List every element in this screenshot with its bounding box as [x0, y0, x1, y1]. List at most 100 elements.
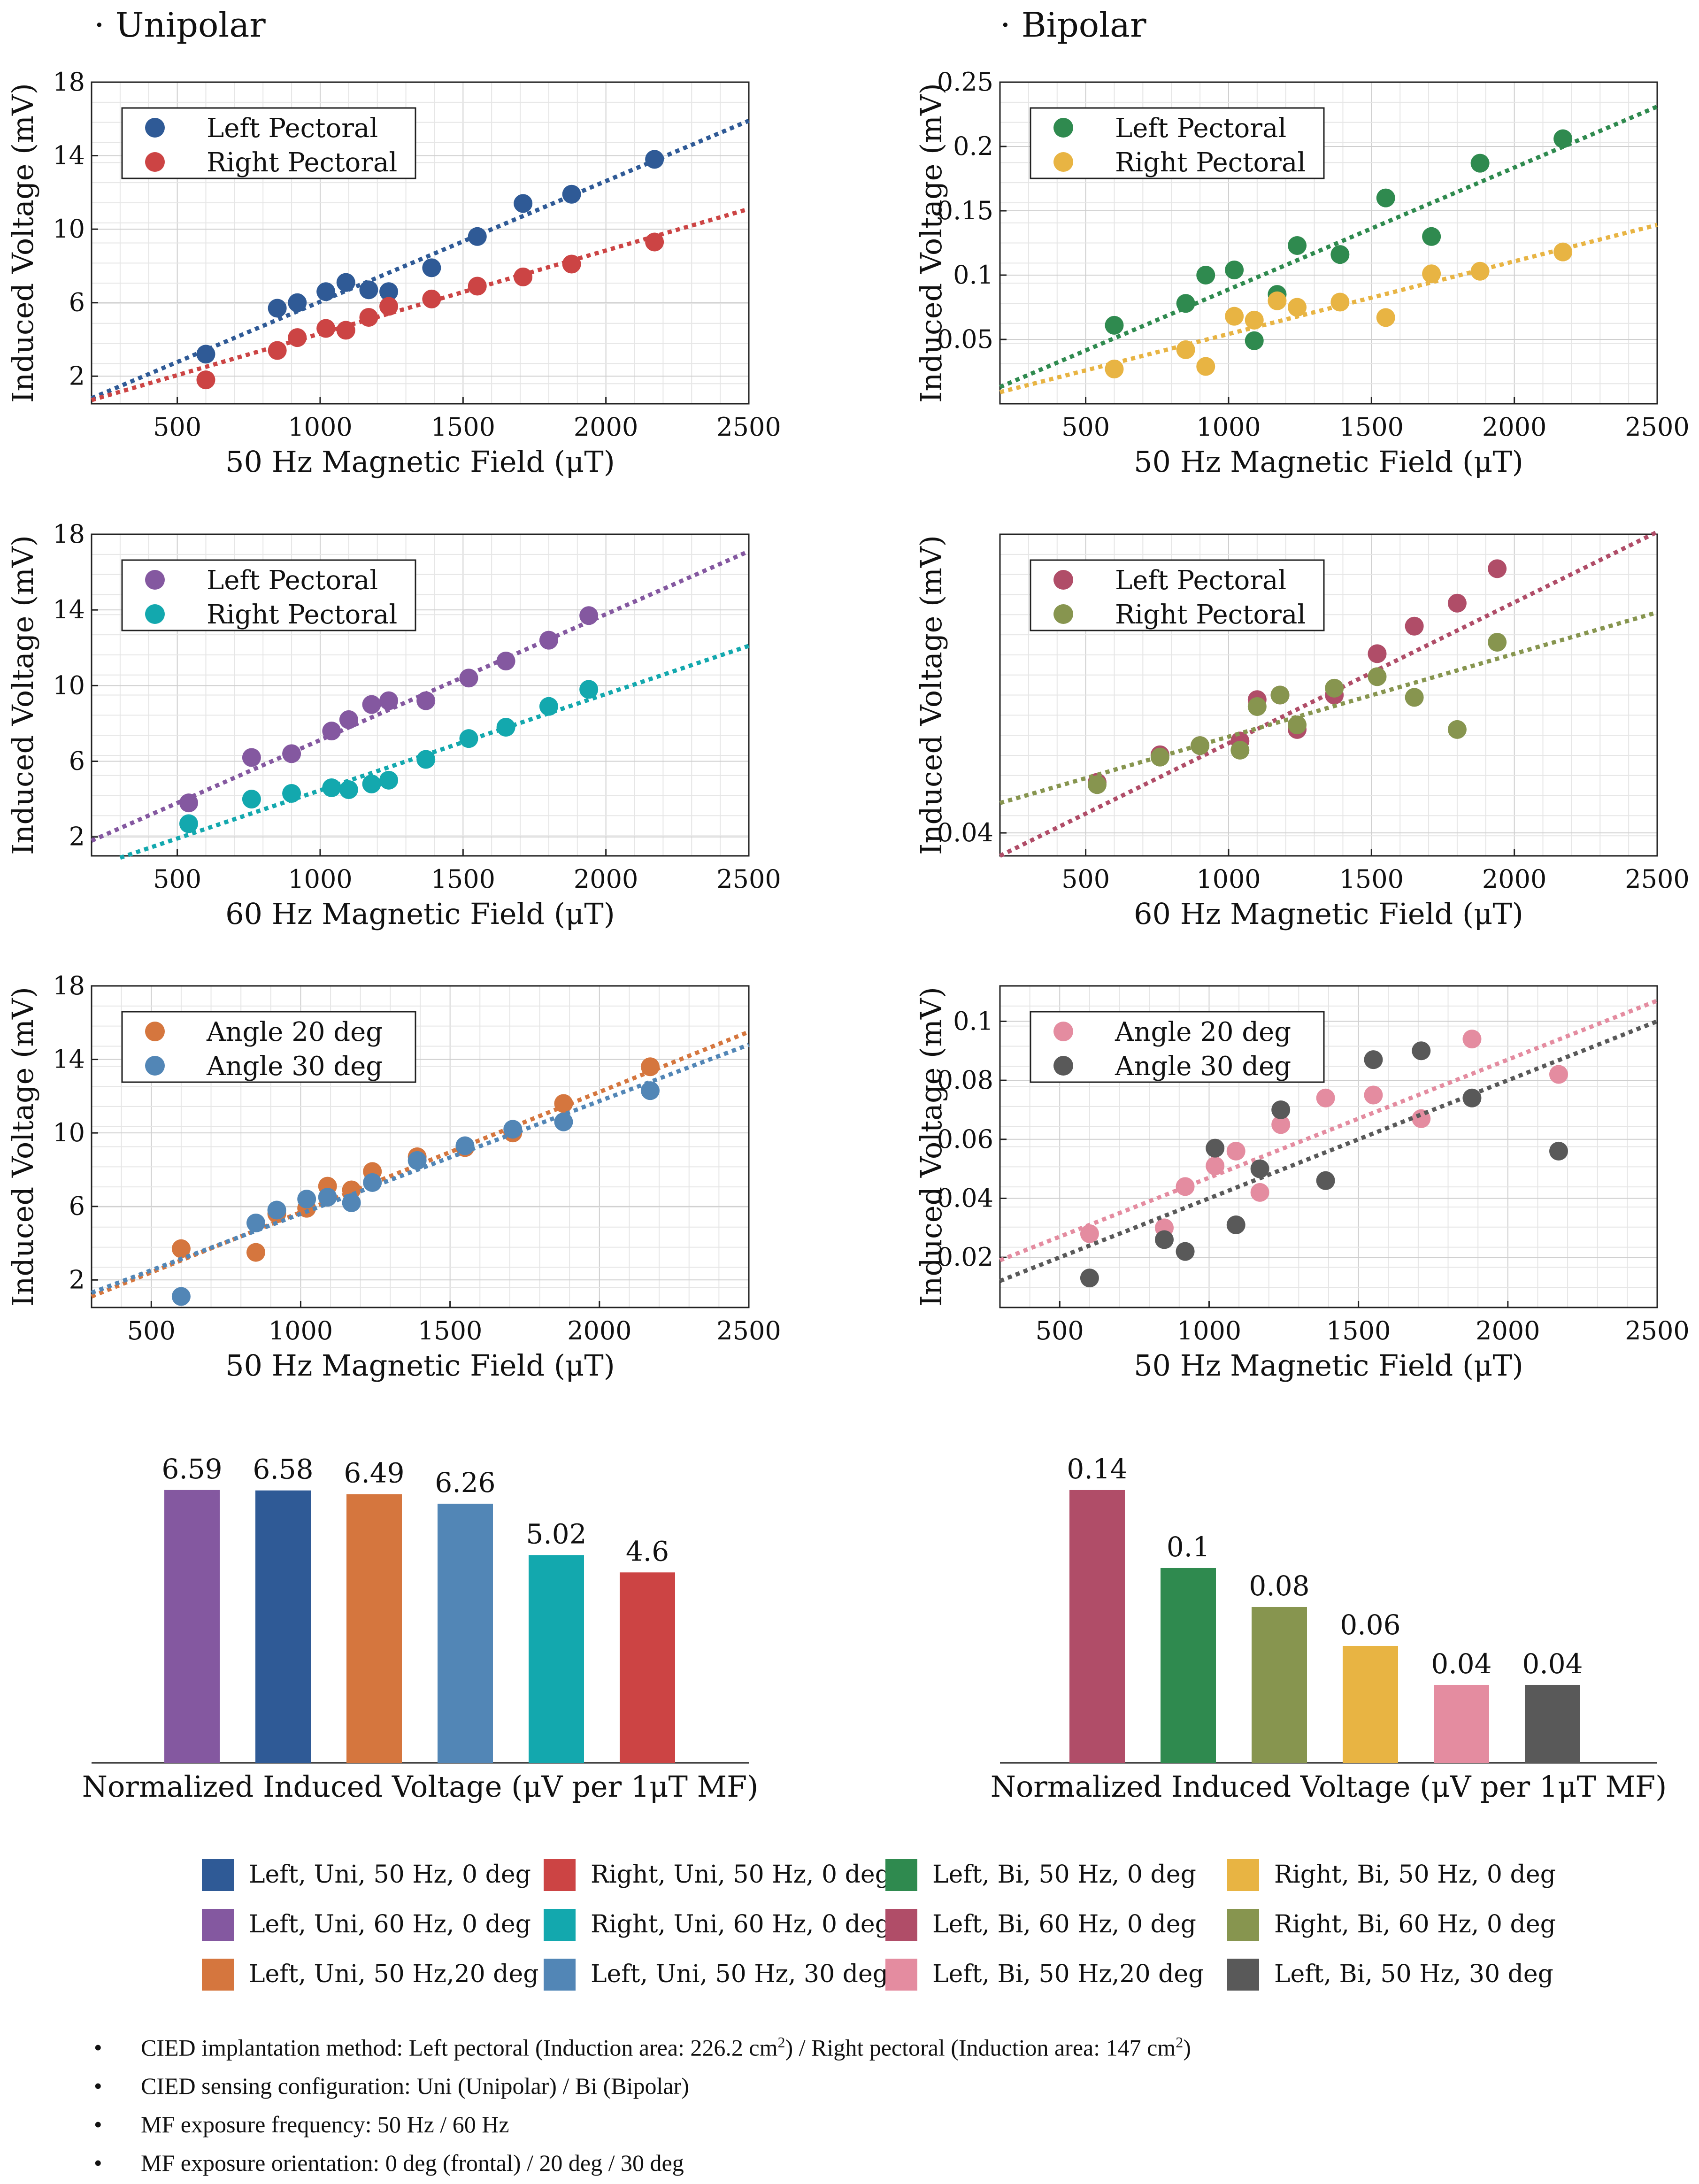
- legend-marker: [1053, 604, 1073, 624]
- data-point: [1549, 1065, 1568, 1084]
- legend-item-label: Right, Bi, 60 Hz, 0 deg: [1274, 1910, 1556, 1938]
- data-point: [379, 297, 399, 316]
- data-point: [359, 280, 378, 300]
- series-b: [91, 207, 750, 402]
- section-title-bipolar: · Bipolar: [1000, 5, 1146, 45]
- x-axis-label: 50 Hz Magnetic Field (μT): [1134, 1348, 1523, 1383]
- data-point: [1553, 242, 1573, 261]
- y-axis-label: Induced Voltage (mV): [6, 987, 40, 1307]
- legend-swatch: [1227, 1959, 1259, 1991]
- note-implantation: • CIED implantation method: Left pectora…: [94, 2028, 1643, 2067]
- legend-swatch: [202, 1959, 234, 1991]
- legend-item-label: Left, Uni, 60 Hz, 0 deg: [249, 1910, 531, 1938]
- data-point: [1412, 1041, 1431, 1061]
- data-point: [196, 345, 215, 364]
- data-point: [1330, 292, 1350, 312]
- legend-box: [1030, 559, 1325, 631]
- data-point: [1405, 616, 1424, 636]
- legend-label: Right Pectoral: [1115, 147, 1306, 178]
- legend-marker: [1053, 1022, 1073, 1041]
- series-a: [999, 999, 1658, 1262]
- data-point: [1549, 1141, 1568, 1161]
- series-a: [999, 104, 1658, 389]
- data-point: [1087, 775, 1107, 794]
- legend-swatch: [885, 1859, 917, 1891]
- y-tick-label: 0.15: [937, 196, 993, 225]
- y-tick-label: 10: [53, 214, 85, 244]
- data-point: [1225, 307, 1244, 326]
- legend: Angle 20 deg Angle 30 deg: [121, 1011, 416, 1083]
- data-point: [562, 185, 581, 204]
- legend-label: Angle 20 deg: [206, 1017, 383, 1047]
- legend-item: Left, Uni, 50 Hz, 30 deg: [544, 1959, 888, 1991]
- legend-item: Right, Uni, 60 Hz, 0 deg: [544, 1909, 891, 1941]
- bar: [255, 1490, 311, 1763]
- legend-item-label: Right, Bi, 50 Hz, 0 deg: [1274, 1861, 1556, 1889]
- note-text: CIED implantation method: Left pectoral …: [141, 2033, 1191, 2061]
- data-point: [268, 299, 287, 318]
- data-point: [1080, 1224, 1099, 1243]
- data-point: [246, 1243, 265, 1262]
- data-point: [422, 289, 441, 308]
- data-point: [1376, 188, 1395, 208]
- data-point: [1376, 308, 1395, 327]
- data-point: [579, 680, 599, 699]
- data-point: [1364, 1050, 1383, 1069]
- legend-item: Left, Uni, 50 Hz,20 deg: [202, 1959, 539, 1991]
- legend-marker: [1053, 570, 1073, 590]
- data-point: [282, 784, 301, 803]
- x-tick-label: 500: [153, 864, 201, 894]
- grid: [999, 82, 1658, 404]
- x-tick-label: 1000: [288, 412, 352, 442]
- series-a: [91, 549, 750, 843]
- bar-value-label: 0.08: [1249, 1570, 1309, 1602]
- x-tick-label: 2000: [574, 864, 638, 894]
- legend-label: Angle 30 deg: [206, 1051, 383, 1082]
- y-tick-label: 14: [53, 595, 85, 624]
- data-point: [1191, 736, 1210, 755]
- bar: [346, 1494, 402, 1763]
- axes-frame: [999, 533, 1658, 857]
- data-point: [1247, 697, 1267, 716]
- data-point: [1422, 264, 1441, 284]
- data-point: [1462, 1088, 1482, 1107]
- x-tick-label: 2500: [716, 1316, 781, 1346]
- data-point: [1470, 154, 1490, 173]
- scatter-chart-bi50: 500 1000 1500 2000 2500 0.05 0.1 0.15 0.2 0.25 50 …: [914, 67, 1690, 479]
- data-point: [1270, 685, 1290, 705]
- legend-label: Angle 20 deg: [1115, 1017, 1291, 1047]
- data-point: [416, 691, 436, 710]
- data-point: [171, 1287, 191, 1306]
- y-tick-label: 0.05: [937, 324, 993, 354]
- y-tick-label: 6: [69, 1192, 85, 1221]
- data-point: [362, 695, 381, 714]
- legend-marker: [1053, 152, 1073, 172]
- note-text: MF exposure orientation: 0 deg (frontal)…: [141, 2150, 684, 2176]
- bar: [164, 1490, 220, 1763]
- data-point: [1368, 667, 1387, 686]
- data-point: [645, 150, 664, 169]
- y-tick-label: 0.04: [937, 818, 993, 847]
- data-point: [1470, 261, 1490, 281]
- data-point: [179, 793, 198, 813]
- legend-box: [121, 559, 416, 631]
- data-point: [297, 1190, 316, 1209]
- x-tick-label: 1000: [269, 1316, 333, 1346]
- legend-label: Left Pectoral: [207, 565, 378, 596]
- data-point: [1405, 688, 1424, 707]
- data-point: [459, 729, 478, 748]
- data-point: [1206, 1138, 1225, 1158]
- bar: [1161, 1568, 1216, 1763]
- axes-frame: [999, 81, 1658, 405]
- data-point: [562, 254, 581, 274]
- data-point: [362, 774, 381, 793]
- legend: Angle 20 deg Angle 30 deg: [1030, 1011, 1325, 1083]
- data-point: [1368, 644, 1387, 663]
- data-point: [1288, 298, 1307, 317]
- legend-item-label: Right, Uni, 60 Hz, 0 deg: [591, 1910, 891, 1938]
- series-b: [999, 223, 1658, 394]
- legend-box: [121, 1011, 416, 1083]
- data-point: [539, 697, 558, 716]
- legend-marker: [1053, 118, 1073, 138]
